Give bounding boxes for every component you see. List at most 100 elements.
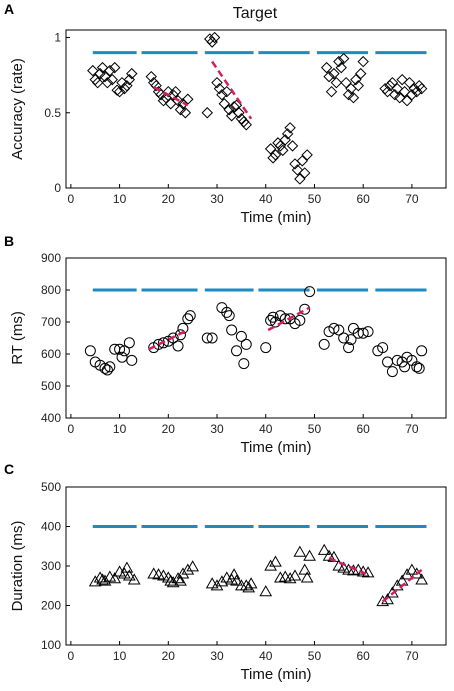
- data-point-triangle: [176, 567, 190, 579]
- data-point-triangle: [127, 573, 141, 585]
- x-tick-label: 0: [68, 649, 75, 663]
- x-axis-label-a: Time (min): [240, 209, 311, 226]
- data-point-triangle: [166, 576, 180, 588]
- data-point-triangle: [361, 566, 375, 578]
- y-tick-label: 600: [41, 347, 61, 361]
- x-tick-label: 20: [162, 422, 176, 436]
- data-point-diamond: [403, 76, 416, 89]
- x-tick-label: 40: [259, 422, 273, 436]
- data-point-triangle: [205, 577, 219, 589]
- data-point-diamond: [401, 95, 413, 107]
- y-tick-label: 0.5: [44, 106, 61, 120]
- data-point-circle: [182, 313, 194, 325]
- data-point-diamond: [394, 92, 406, 104]
- data-point-triangle: [98, 574, 112, 586]
- data-point-diamond: [337, 52, 350, 65]
- data-point-circle: [294, 314, 306, 326]
- trend-line: [153, 86, 189, 107]
- data-point-circle: [123, 337, 135, 349]
- axes-frame-a: [65, 29, 447, 189]
- trend-line: [328, 556, 369, 576]
- x-tick-label: 60: [356, 422, 370, 436]
- x-tick-label: 10: [113, 192, 127, 206]
- data-point-diamond: [291, 164, 304, 176]
- data-point-diamond: [208, 31, 221, 44]
- data-point-diamond: [218, 98, 231, 110]
- data-point-diamond: [323, 70, 335, 83]
- data-point-circle: [99, 362, 111, 374]
- data-point-triangle: [239, 579, 253, 591]
- data-point-circle: [172, 340, 184, 352]
- data-point-triangle: [288, 569, 302, 581]
- y-tick-label: 500: [41, 480, 61, 494]
- data-point-triangle: [93, 571, 107, 583]
- data-point-diamond: [213, 82, 226, 95]
- data-point-diamond: [101, 76, 114, 89]
- panel-label-c: C: [4, 461, 14, 477]
- data-point-circle: [157, 337, 169, 349]
- panel-a: A 0 10 20 30 40 50 60 70 0 0.5 1 Time (min) Accuracy …: [4, 1, 447, 226]
- trend-line: [267, 306, 311, 332]
- data-point-diamond: [87, 64, 99, 77]
- x-tick-label: 70: [405, 192, 419, 206]
- data-point-triangle: [317, 543, 331, 555]
- data-point-circle: [235, 330, 247, 342]
- y-axis-label-b: RT (ms): [9, 311, 26, 365]
- x-tick-label: 40: [259, 192, 273, 206]
- data-point-diamond: [396, 73, 408, 86]
- data-point-circle: [167, 332, 179, 344]
- data-point-triangle: [161, 571, 175, 583]
- data-point-diamond: [415, 82, 428, 95]
- data-point-circle: [345, 334, 357, 346]
- data-point-triangle: [122, 569, 136, 581]
- data-point-triangle: [269, 555, 282, 567]
- data-point-diamond: [201, 107, 213, 119]
- x-tick-label: 60: [356, 192, 370, 206]
- data-point-diamond: [206, 36, 218, 48]
- x-tick-label: 50: [308, 192, 322, 206]
- y-tick-label: 1: [54, 31, 61, 45]
- data-point-diamond: [104, 64, 116, 77]
- data-point-diamond: [347, 92, 360, 104]
- x-tick-label: 10: [113, 422, 127, 436]
- data-point-diamond: [325, 85, 338, 98]
- data-point-diamond: [301, 149, 313, 161]
- y-axis-label-c: Duration (ms): [9, 521, 26, 612]
- y-tick-label: 300: [41, 559, 61, 573]
- y-tick-label: 500: [41, 379, 61, 393]
- data-point-diamond: [294, 173, 306, 185]
- data-point-triangle: [230, 574, 243, 586]
- data-point-diamond: [106, 73, 118, 86]
- data-point-circle: [226, 324, 238, 336]
- data-point-diamond: [384, 79, 396, 92]
- data-point-diamond: [157, 95, 170, 107]
- data-point-diamond: [267, 152, 279, 164]
- data-point-diamond: [233, 107, 245, 119]
- data-point-triangle: [215, 575, 229, 587]
- data-point-diamond: [216, 88, 228, 101]
- trend-line: [148, 328, 189, 351]
- y-tick-label: 700: [41, 315, 61, 329]
- y-tick-label: 100: [41, 638, 61, 652]
- figure-title: Target: [233, 5, 278, 22]
- data-point-diamond: [355, 67, 367, 80]
- data-point-circle: [240, 338, 252, 350]
- data-point-circle: [413, 362, 425, 374]
- data-point-diamond: [274, 140, 287, 152]
- data-point-diamond: [179, 107, 192, 119]
- x-tick-label: 70: [405, 422, 419, 436]
- data-point-diamond: [320, 61, 333, 74]
- data-point-triangle: [244, 577, 258, 589]
- data-point-circle: [184, 310, 196, 322]
- data-point-circle: [206, 332, 218, 344]
- data-point-triangle: [283, 572, 297, 584]
- data-point-triangle: [186, 560, 200, 572]
- data-point-diamond: [150, 79, 162, 92]
- data-point-diamond: [330, 76, 343, 89]
- data-point-diamond: [167, 88, 179, 101]
- trend-line: [381, 568, 423, 603]
- data-point-triangle: [347, 564, 360, 576]
- y-tick-label: 800: [41, 283, 61, 297]
- data-point-triangle: [174, 574, 187, 586]
- y-tick-label: 200: [41, 599, 61, 613]
